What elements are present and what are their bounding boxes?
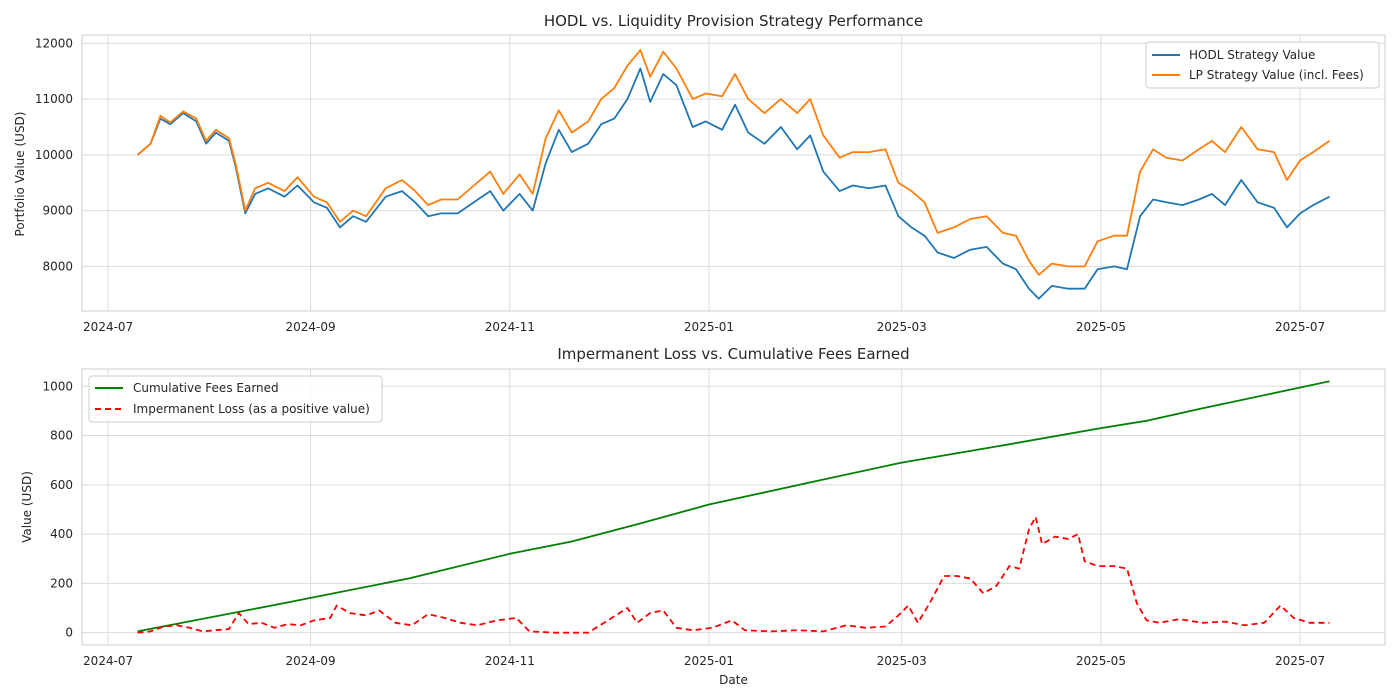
legend-label-lp: LP Strategy Value (incl. Fees) <box>1189 68 1364 82</box>
x-tick-label: 2025-01 <box>684 654 734 668</box>
x-tick-label: 2025-03 <box>877 320 927 334</box>
legend: HODL Strategy Value LP Strategy Value (i… <box>1145 41 1380 89</box>
x-tick-labels: 2024-07 2024-09 2024-11 2025-01 2025-03 2025-… <box>83 320 1325 334</box>
x-tick-label: 2024-09 <box>286 320 336 334</box>
series-line-1 <box>137 516 1330 634</box>
y-tick-label: 1000 <box>42 379 73 393</box>
y-tick-label: 9000 <box>42 204 73 218</box>
x-tick-label: 2024-07 <box>83 320 133 334</box>
y-tick-labels: 0 200 400 600 800 1000 <box>42 379 73 639</box>
series-line-1 <box>136 49 1331 276</box>
y-tick-label: 12000 <box>35 36 73 50</box>
legend-label-il: Impermanent Loss (as a positive value) <box>133 402 370 416</box>
legend-box <box>1145 41 1380 89</box>
y-tick-label: 11000 <box>35 92 73 106</box>
chart-title: Impermanent Loss vs. Cumulative Fees Ear… <box>557 345 909 363</box>
x-tick-label: 2024-11 <box>485 654 535 668</box>
y-axis-label: Value (USD) <box>20 471 34 543</box>
x-tick-label: 2025-01 <box>684 320 734 334</box>
y-tick-label: 0 <box>65 626 73 640</box>
series-line-0 <box>137 380 1330 633</box>
legend-label-fees: Cumulative Fees Earned <box>133 381 279 395</box>
y-tick-label: 10000 <box>35 148 73 162</box>
y-tick-label: 400 <box>50 527 73 541</box>
plot-frame <box>81 34 1386 312</box>
plot-frame <box>81 368 1386 646</box>
il-vs-fees-chart: Impermanent Loss vs. Cumulative Fees Ear… <box>20 345 1386 687</box>
series-group <box>136 49 1331 300</box>
x-tick-label: 2024-09 <box>286 654 336 668</box>
x-tick-label: 2024-07 <box>83 654 133 668</box>
x-tick-label: 2024-11 <box>485 320 535 334</box>
chart-title: HODL vs. Liquidity Provision Strategy Pe… <box>544 12 923 30</box>
portfolio-value-chart: HODL vs. Liquidity Provision Strategy Pe… <box>13 12 1386 334</box>
x-tick-label: 2025-05 <box>1076 320 1126 334</box>
y-tick-label: 200 <box>50 576 73 590</box>
legend-label-hodl: HODL Strategy Value <box>1189 48 1315 62</box>
y-tick-label: 600 <box>50 478 73 492</box>
x-tick-label: 2025-05 <box>1076 654 1126 668</box>
x-tick-label: 2025-07 <box>1275 320 1325 334</box>
x-tick-label: 2025-03 <box>877 654 927 668</box>
series-group <box>137 380 1330 634</box>
y-tick-labels: 8000 9000 10000 11000 12000 <box>35 36 73 273</box>
y-tick-label: 800 <box>50 429 73 443</box>
series-line-0 <box>136 67 1330 300</box>
x-tick-label: 2025-07 <box>1275 654 1325 668</box>
y-tick-label: 8000 <box>42 259 73 273</box>
y-axis-label: Portfolio Value (USD) <box>13 112 27 237</box>
legend: Cumulative Fees Earned Impermanent Loss … <box>88 375 383 423</box>
x-axis-label: Date <box>719 673 748 687</box>
legend-box <box>88 375 383 423</box>
x-tick-labels: 2024-07 2024-09 2024-11 2025-01 2025-03 2025-… <box>83 654 1325 668</box>
